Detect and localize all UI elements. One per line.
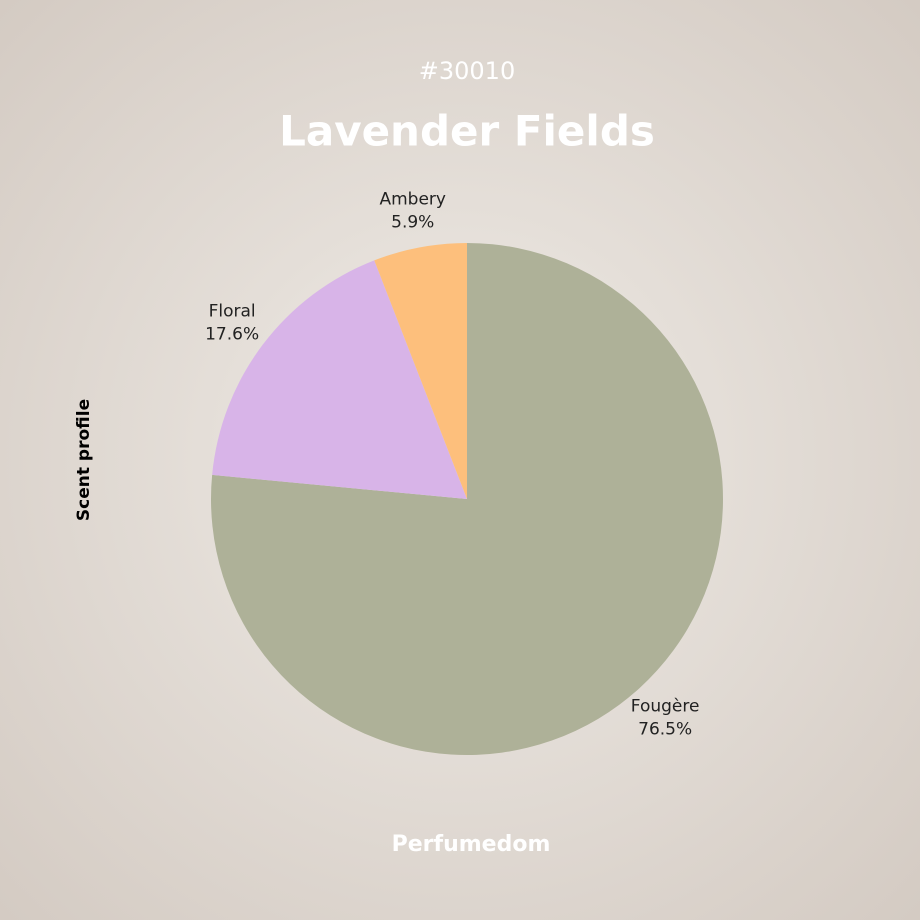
y-axis-label: Scent profile [74, 399, 94, 521]
pie-slice [210, 243, 723, 756]
slice-value-label: 5.9% [391, 213, 434, 233]
footer: Perfumedom [392, 832, 551, 857]
slice-value-label: 76.5% [638, 720, 692, 740]
pie: Fougère 76.5% Floral 17.6% Ambery 5.9% [205, 190, 723, 756]
slice-label: Ambery [379, 190, 446, 210]
slice-label: Floral [209, 301, 256, 321]
chart-subtitle: #30010 [419, 57, 515, 85]
pie-slice [374, 243, 467, 499]
slice-label: Fougère [631, 697, 700, 717]
chart-title: Lavender Fields [279, 107, 655, 156]
pie-slice [212, 260, 467, 499]
slice-value-label: 17.6% [205, 324, 259, 344]
